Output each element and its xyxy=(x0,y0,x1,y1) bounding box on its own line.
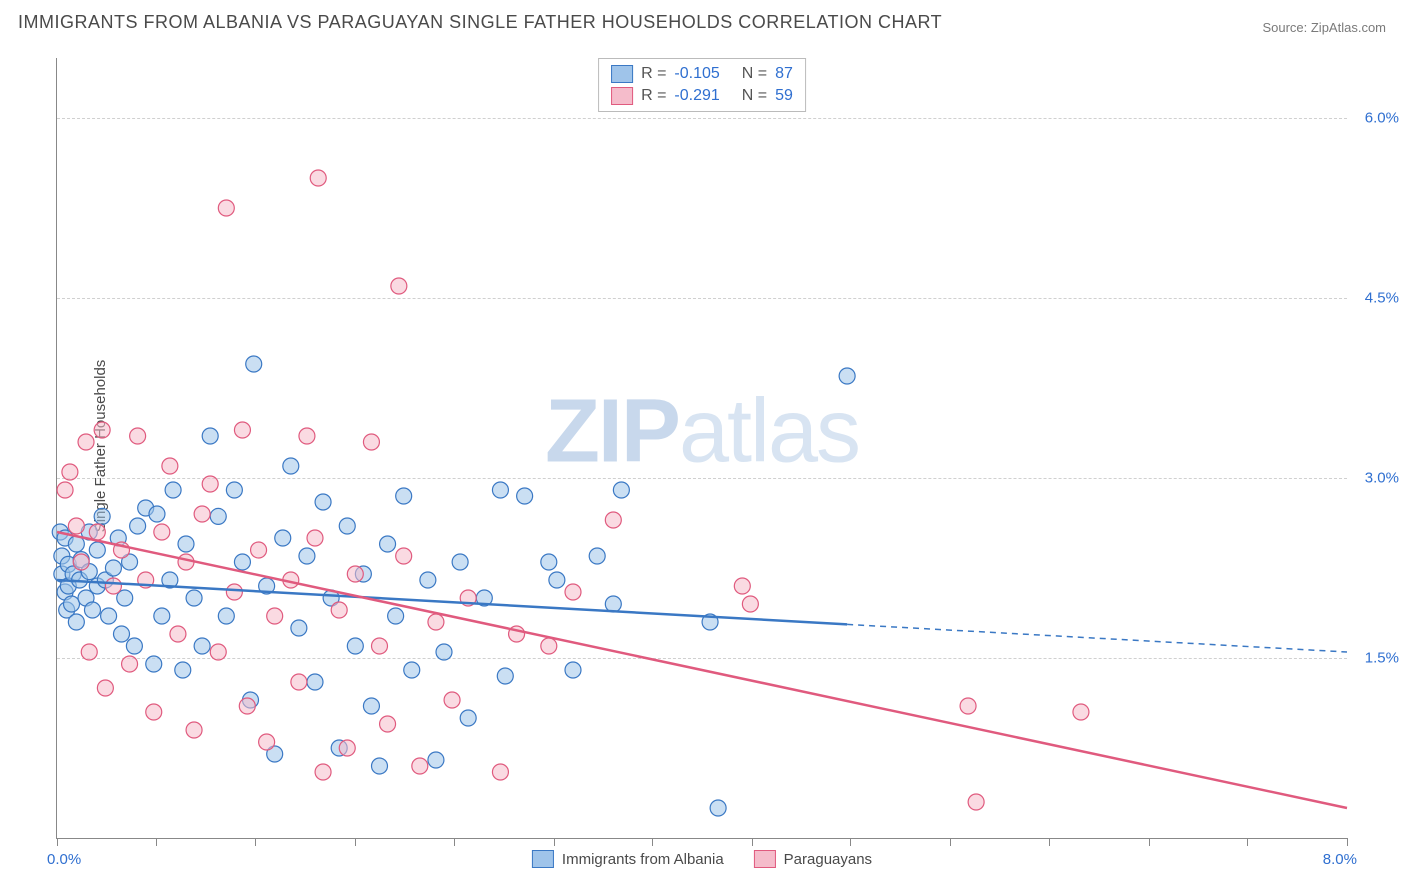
y-tick-label: 4.5% xyxy=(1365,290,1399,307)
y-tick-label: 3.0% xyxy=(1365,470,1399,487)
legend-stats-row-0: R = -0.105 N = 87 xyxy=(611,63,793,85)
x-label-max: 8.0% xyxy=(1323,851,1357,868)
swatch-pink xyxy=(754,850,776,868)
scatter-svg xyxy=(57,58,1347,838)
y-tick-label: 1.5% xyxy=(1365,650,1399,667)
swatch-blue xyxy=(611,65,633,83)
legend-item-0: Immigrants from Albania xyxy=(532,850,724,868)
x-label-min: 0.0% xyxy=(47,851,81,868)
swatch-pink xyxy=(611,87,633,105)
y-tick-label: 6.0% xyxy=(1365,110,1399,127)
legend-stats: R = -0.105 N = 87 R = -0.291 N = 59 xyxy=(598,58,806,112)
plot-area: ZIPatlas 1.5%3.0%4.5%6.0% R = -0.105 N =… xyxy=(56,58,1347,839)
legend-series: Immigrants from Albania Paraguayans xyxy=(532,850,872,868)
source-label: Source: ZipAtlas.com xyxy=(1262,20,1386,35)
swatch-blue xyxy=(532,850,554,868)
legend-stats-row-1: R = -0.291 N = 59 xyxy=(611,85,793,107)
chart-title: IMMIGRANTS FROM ALBANIA VS PARAGUAYAN SI… xyxy=(18,12,942,33)
legend-item-1: Paraguayans xyxy=(754,850,872,868)
